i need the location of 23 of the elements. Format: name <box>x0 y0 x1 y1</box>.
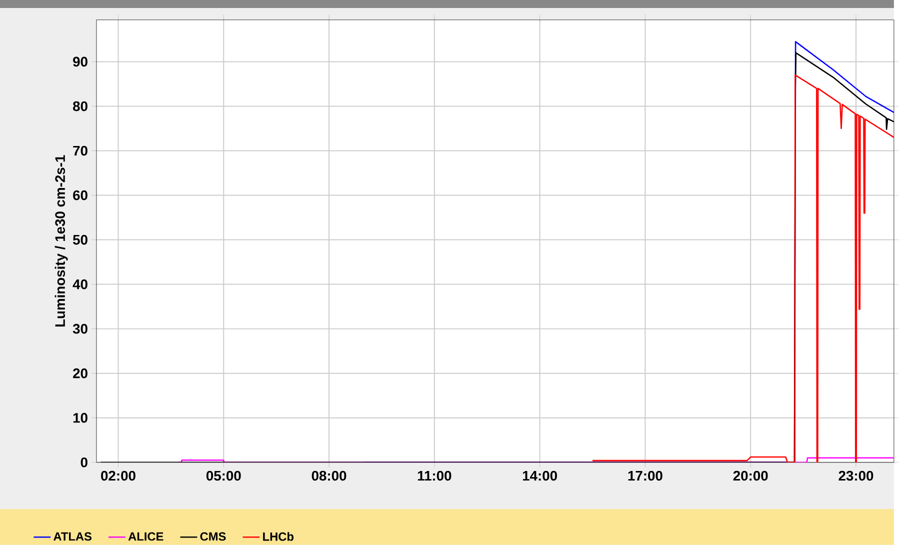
x-tick-label: 23:00 <box>838 470 874 481</box>
y-tick-label: 40 <box>72 279 88 290</box>
x-tick-label: 20:00 <box>733 470 768 481</box>
legend-label: ATLAS <box>54 532 92 541</box>
x-tick-label: 17:00 <box>628 470 662 481</box>
x-tick-label: 05:00 <box>206 470 241 481</box>
y-tick-label: 30 <box>72 324 88 334</box>
y-tick-label: 80 <box>73 101 88 112</box>
y-tick-label: 60 <box>73 190 88 200</box>
x-tick-label: 02:00 <box>101 470 136 481</box>
legend-label: ALICE <box>128 532 164 541</box>
y-tick-label: 0 <box>80 457 88 468</box>
x-tick-label: 14:00 <box>522 470 557 481</box>
x-tick-label: 08:00 <box>312 470 346 481</box>
legend-label: CMS <box>200 532 226 541</box>
y-tick-label: 90 <box>73 56 88 67</box>
y-tick-label: 50 <box>72 234 88 245</box>
y-axis-title: Luminosity / 1e30 cm-2s-1 <box>54 155 68 326</box>
legend-label: LHCb <box>263 532 294 541</box>
x-tick-label: 11:00 <box>418 470 452 481</box>
y-tick-label: 10 <box>73 412 88 423</box>
y-tick-label: 20 <box>73 368 88 378</box>
y-tick-label: 70 <box>73 146 88 156</box>
